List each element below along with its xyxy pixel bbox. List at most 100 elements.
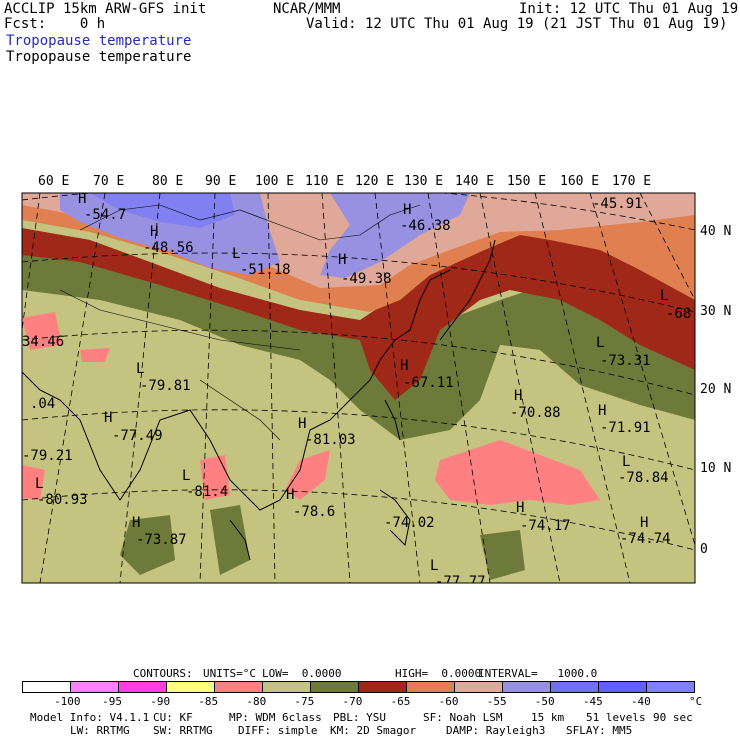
color-scale-bar <box>22 681 695 693</box>
lon-label: 160 E <box>560 174 599 189</box>
contours-interval: INTERVAL= 1000.0 <box>478 667 598 680</box>
band-minus70-south-c <box>210 505 250 575</box>
lat-label: 10 N <box>700 461 731 476</box>
center-value: -78.84 <box>618 470 669 486</box>
color-scale-tick: -50 <box>534 695 555 708</box>
center-mark: L <box>182 468 190 484</box>
field-title-shaded: Tropopause temperature <box>6 33 192 49</box>
km-scheme: KM: 2D Smagor <box>330 724 417 737</box>
band-minus65 <box>22 225 695 400</box>
color-scale-tick: -85 <box>198 695 219 708</box>
longwave-scheme: LW: RRTMG <box>70 724 130 737</box>
center-mark: H <box>598 403 606 419</box>
lon-label: 170 E <box>612 174 651 189</box>
center-value: -48.56 <box>143 240 194 256</box>
center-mark: L <box>35 476 43 492</box>
center-value: -79.81 <box>140 378 191 394</box>
damping-scheme: DAMP: Rayleigh3 <box>446 724 546 737</box>
diffusion-scheme: DIFF: simple <box>238 724 318 737</box>
band-minus70-south-b <box>480 530 525 580</box>
center-value: -80.93 <box>37 492 88 508</box>
center-value: -71.91 <box>600 420 651 436</box>
color-scale-tick: -45 <box>582 695 603 708</box>
center-mark: H <box>640 515 648 531</box>
model-info: Model Info: V4.1.1 <box>30 711 150 724</box>
center-value: -74.17 <box>520 518 571 534</box>
graticule <box>22 193 695 583</box>
center-value: -45.91 <box>592 196 643 212</box>
center-value: -81.03 <box>305 432 356 448</box>
color-scale-tick: -90 <box>150 695 171 708</box>
center-value: -77.77 <box>435 574 486 590</box>
color-swatch <box>407 682 455 692</box>
color-scale-tick: -100 <box>54 695 81 708</box>
center-mark: L <box>596 335 604 351</box>
band-minus80-arabia <box>22 465 45 500</box>
pressure-centers: H -54.7 H -48.56 L -51.18 H -46.38 H -49… <box>22 191 691 590</box>
center-mark: H <box>78 191 86 207</box>
contours-units: UNITS=°C <box>203 667 256 680</box>
lon-label: 90 E <box>205 174 236 189</box>
color-swatch <box>455 682 503 692</box>
country-borders <box>59 204 421 441</box>
color-swatch <box>503 682 551 692</box>
center-value: -54.7 <box>84 207 126 223</box>
center-value: -74.02 <box>384 515 435 531</box>
center-mark: H <box>516 500 524 516</box>
lon-label: 140 E <box>455 174 494 189</box>
contours-high: HIGH= 0.0000 <box>395 667 482 680</box>
center-mark: H <box>286 487 294 503</box>
center-value: 34.46 <box>22 334 64 350</box>
resolution: 15 km <box>531 711 565 724</box>
color-scale-tick: -70 <box>342 695 363 708</box>
center-mark: L <box>660 288 668 304</box>
vertical-levels: 51 levels <box>586 711 646 724</box>
color-scale-tick: -95 <box>102 695 123 708</box>
center-value: -77.49 <box>112 428 163 444</box>
contours-label: CONTOURS: <box>133 667 193 680</box>
center-mark: H <box>150 224 158 240</box>
time-step: 90 sec <box>653 711 693 724</box>
shaded-field <box>22 193 695 583</box>
surface-layer-scheme: SFLAY: MM5 <box>566 724 633 737</box>
forecast-hour: Fcst: 0 h <box>4 16 106 32</box>
shortwave-scheme: SW: RRTMG <box>153 724 213 737</box>
center-value: -68 <box>666 306 691 322</box>
band-minus80-west <box>22 312 62 350</box>
color-scale-tick: -55 <box>486 695 507 708</box>
band-minus50-east <box>320 193 470 278</box>
color-swatch <box>359 682 407 692</box>
lon-label: 150 E <box>507 174 546 189</box>
center-mark: H <box>338 252 346 268</box>
pbl-scheme: PBL: YSU <box>333 711 386 724</box>
center-mark: L <box>136 361 144 377</box>
lon-labels: 60 E 70 E 80 E 90 E 100 E 110 E 120 E 13… <box>38 174 651 189</box>
lat-labels: 40 N 30 N 20 N 10 N 0 <box>700 224 731 557</box>
lon-label: 120 E <box>355 174 394 189</box>
center-mark: H <box>104 410 112 426</box>
init-time: Init: 12 UTC Thu 01 Aug 19 <box>519 1 739 17</box>
color-swatch <box>71 682 119 692</box>
color-swatch <box>551 682 599 692</box>
color-swatch <box>215 682 263 692</box>
color-scale-unit: °C <box>689 695 703 708</box>
lat-label: 40 N <box>700 224 731 239</box>
center-value: -78.6 <box>293 504 335 520</box>
center-value: -74.74 <box>620 531 671 547</box>
color-swatch <box>647 682 694 692</box>
band-minus80-india <box>80 348 110 362</box>
center-value: -67.11 <box>403 375 454 391</box>
center-mark: L <box>232 246 240 262</box>
band-minus70-south-a <box>120 515 175 575</box>
center-value: -81.4 <box>186 484 228 500</box>
color-scale-tick: -80 <box>246 695 267 708</box>
band-minus75-inlet <box>500 345 545 380</box>
lon-label: 130 E <box>404 174 443 189</box>
band-minus80-pacific <box>435 440 600 505</box>
color-swatch <box>311 682 359 692</box>
band-minus80-indochina <box>200 455 230 500</box>
color-swatch <box>599 682 647 692</box>
center-mark: H <box>132 515 140 531</box>
cumulus-scheme: CU: KF <box>153 711 193 724</box>
